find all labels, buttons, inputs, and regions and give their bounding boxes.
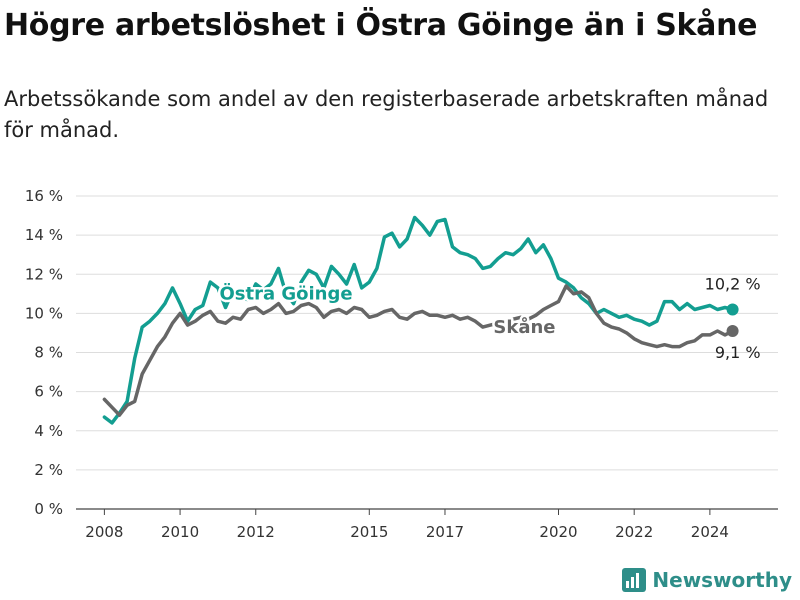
x-tick-label: 2022 (615, 523, 653, 541)
series-line-skane (102, 284, 735, 417)
end-label-ostra-goinge: 10,2 % (705, 274, 761, 293)
page-title: Högre arbetslöshet i Östra Göinge än i S… (4, 8, 758, 43)
series-label-ostra-goinge: Östra Göinge (219, 283, 352, 305)
x-tick-label: 2008 (85, 523, 123, 541)
series-label-skane: Skåne (493, 316, 555, 338)
x-tick-label: 2010 (161, 523, 199, 541)
y-tick-label: 14 % (25, 226, 63, 244)
end-label-skane: 9,1 % (715, 343, 761, 362)
y-tick-label: 2 % (34, 461, 63, 479)
series-line-ostra-goinge (102, 215, 735, 425)
y-tick-label: 6 % (34, 383, 63, 401)
brand-name: Newsworthy (652, 568, 792, 592)
x-tick-label: 2024 (691, 523, 729, 541)
y-tick-label: 10 % (25, 304, 63, 322)
series-label-skane-halo: Skåne (493, 316, 555, 338)
newsworthy-logo: Newsworthy (622, 568, 792, 592)
y-tick-label: 12 % (25, 265, 63, 283)
series-label-ostra-goinge-halo: Östra Göinge (219, 283, 352, 305)
x-tick-label: 2015 (350, 523, 388, 541)
y-tick-label: 4 % (34, 422, 63, 440)
end-point-ostra-goinge (726, 303, 739, 316)
y-tick-label: 0 % (34, 500, 63, 518)
page-subtitle: Arbetssökande som andel av den registerb… (4, 87, 769, 142)
x-tick-label: 2017 (426, 523, 464, 541)
x-tick-label: 2020 (539, 523, 577, 541)
newsworthy-logo-icon (622, 568, 647, 592)
end-point-skane (726, 324, 739, 337)
x-tick-label: 2012 (237, 523, 275, 541)
y-tick-label: 16 % (25, 187, 63, 205)
y-tick-label: 8 % (34, 344, 63, 362)
